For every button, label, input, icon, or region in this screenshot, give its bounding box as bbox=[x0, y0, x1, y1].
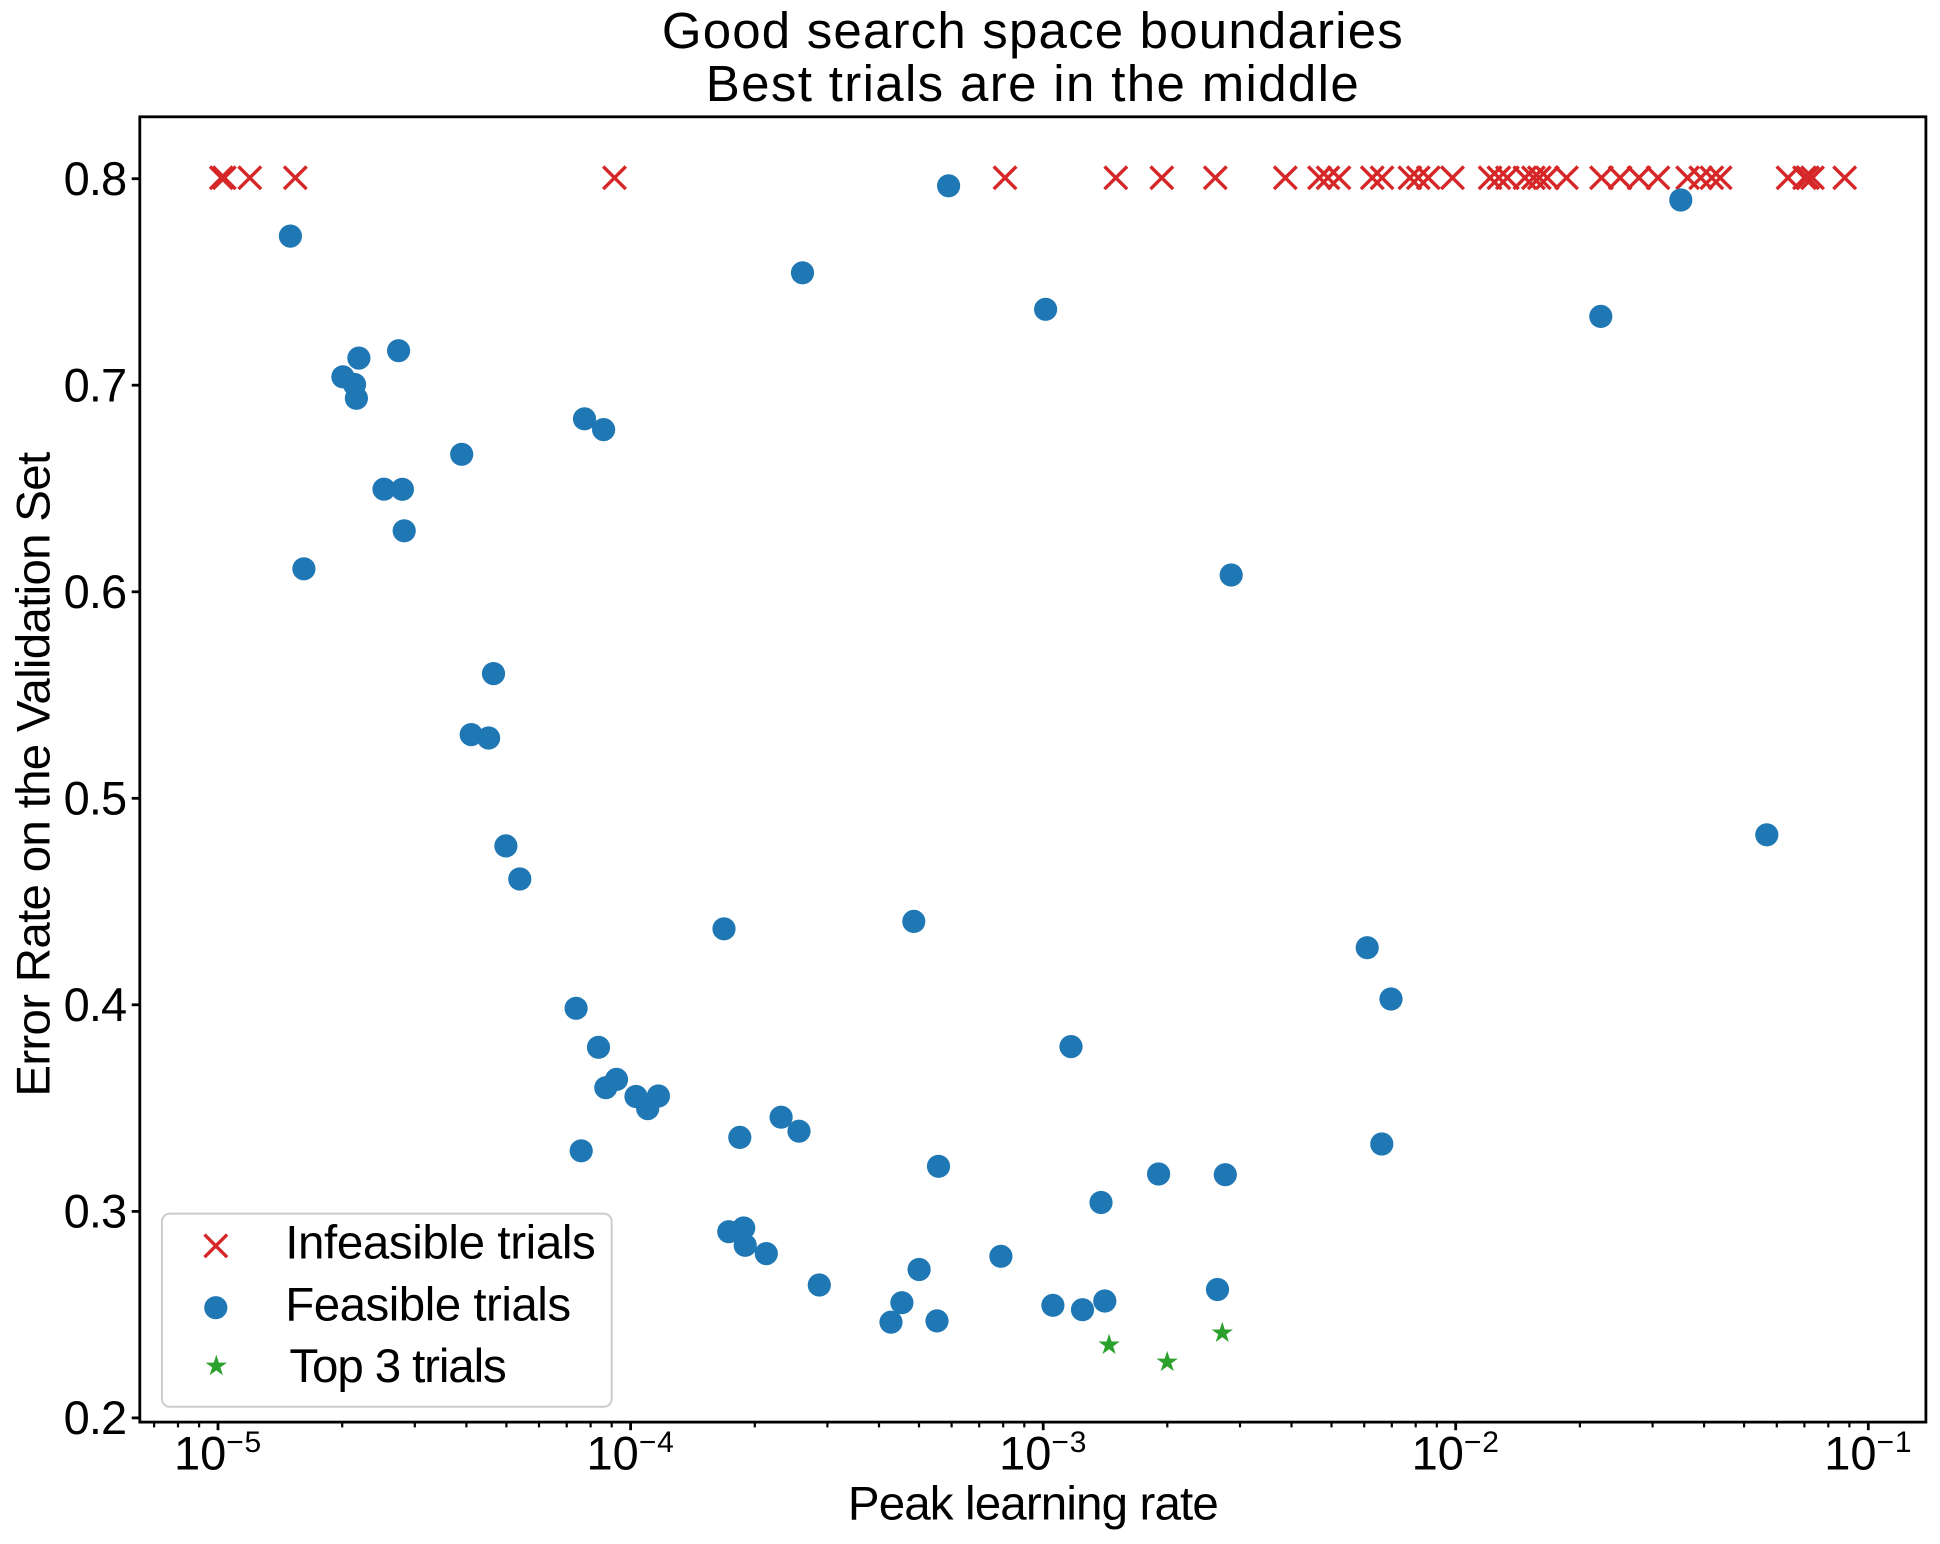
svg-text:Best trials are in the middle: Best trials are in the middle bbox=[706, 55, 1360, 112]
svg-text:10−4: 10−4 bbox=[587, 1426, 675, 1480]
svg-text:0.3: 0.3 bbox=[64, 1185, 127, 1238]
svg-text:0.7: 0.7 bbox=[64, 359, 127, 412]
svg-text:0.5: 0.5 bbox=[64, 772, 127, 825]
svg-text:Feasible trials: Feasible trials bbox=[285, 1278, 570, 1331]
svg-text:Good search space boundaries: Good search space boundaries bbox=[662, 2, 1404, 59]
svg-text:Error Rate on the Validation S: Error Rate on the Validation Set bbox=[8, 452, 61, 1097]
svg-text:10−2: 10−2 bbox=[1412, 1426, 1500, 1480]
svg-text:Peak learning rate: Peak learning rate bbox=[848, 1478, 1218, 1531]
svg-text:0.6: 0.6 bbox=[64, 565, 127, 618]
svg-text:Top 3 trials: Top 3 trials bbox=[289, 1340, 506, 1393]
svg-text:Infeasible trials: Infeasible trials bbox=[285, 1217, 595, 1270]
svg-text:10−1: 10−1 bbox=[1824, 1426, 1912, 1480]
svg-text:0.4: 0.4 bbox=[64, 978, 127, 1031]
svg-text:0.2: 0.2 bbox=[64, 1391, 127, 1444]
svg-text:10−5: 10−5 bbox=[174, 1426, 262, 1480]
svg-text:0.8: 0.8 bbox=[64, 152, 127, 205]
svg-text:10−3: 10−3 bbox=[999, 1426, 1087, 1480]
